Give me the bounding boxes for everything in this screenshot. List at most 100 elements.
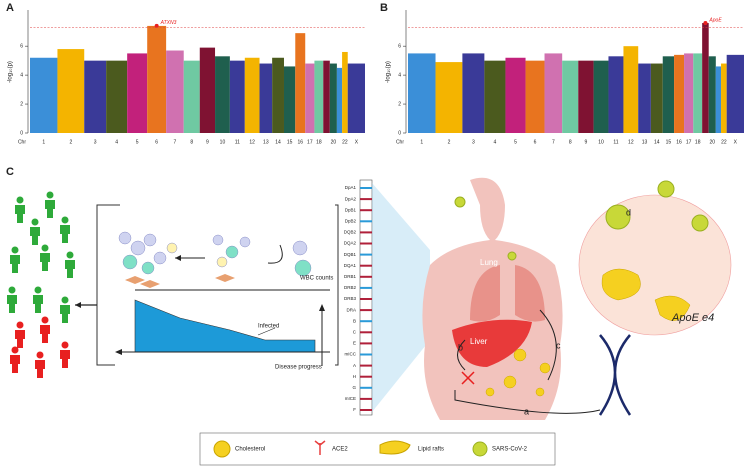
- chromosome-label: 1: [420, 139, 423, 145]
- chromosome-label: 2: [69, 139, 72, 145]
- hla-band: [360, 187, 372, 189]
- chromosome-peak: [259, 63, 273, 133]
- person-head: [8, 286, 16, 294]
- hla-label: A: [353, 363, 356, 368]
- chromosome-label: 3: [472, 139, 475, 145]
- block: [461, 371, 475, 385]
- hla-label: mICC: [345, 352, 357, 357]
- chromosome-peak: [147, 25, 167, 133]
- cells: [118, 231, 312, 277]
- chromosome-label: 7: [174, 139, 177, 145]
- person-head: [46, 191, 54, 199]
- person-head: [61, 216, 69, 224]
- zoom-circle: [578, 194, 732, 336]
- chromosome-peak: [608, 56, 624, 134]
- chromosome-peak: [305, 63, 315, 133]
- chromosome-peak: [505, 57, 526, 133]
- chromosome-label: 4: [115, 139, 118, 145]
- chromosome-label: 18: [695, 139, 701, 145]
- virus: [454, 180, 709, 261]
- hla-label: G: [352, 385, 356, 390]
- chromosome-label: 11: [235, 139, 240, 145]
- hla-band: [360, 253, 372, 256]
- chromosome-peak: [462, 53, 485, 133]
- chromosome-peak: [650, 63, 663, 133]
- person-body: [45, 200, 55, 218]
- hla-label: DQA2: [344, 241, 357, 246]
- hla-band: [360, 342, 372, 345]
- hla-label: F: [353, 407, 356, 412]
- chromosome-label: 10: [220, 139, 226, 145]
- panel-label: C: [6, 166, 14, 178]
- chromosome-label: 8: [569, 139, 572, 145]
- liver: [452, 319, 532, 367]
- chromosome-peak: [578, 60, 594, 133]
- y-tick-label: 4: [398, 72, 401, 78]
- tissue: [125, 274, 235, 288]
- legend-label: SARS-CoV-2: [492, 447, 528, 453]
- chromosome-peak: [323, 60, 330, 133]
- hla-label: DRB2: [344, 285, 357, 290]
- chromosome-peak: [329, 63, 337, 133]
- hit-label: ApoE: [708, 17, 722, 23]
- person-head: [41, 316, 49, 324]
- chromosome-label: 10: [598, 139, 604, 145]
- chromosome-peak: [215, 56, 230, 134]
- chromosome-label: 11: [613, 139, 618, 145]
- hla-label: C: [353, 329, 357, 334]
- hla-band: [360, 375, 372, 378]
- panel-label: A: [6, 2, 14, 14]
- person-body: [30, 227, 40, 245]
- person-body: [15, 330, 25, 348]
- chromosome-peak: [342, 51, 348, 133]
- hla-column: [359, 179, 373, 416]
- person-body: [60, 350, 70, 368]
- person-head: [34, 286, 42, 294]
- hla-band: [360, 275, 372, 278]
- arrowhead: [115, 349, 122, 355]
- legend-ace2: [314, 440, 326, 455]
- hla-band: [360, 264, 372, 267]
- step: d: [626, 207, 631, 217]
- arrowhead: [75, 302, 81, 308]
- person-body: [60, 225, 70, 243]
- legend-label: Cholesterol: [235, 447, 265, 453]
- chromosome-label: 1: [42, 139, 45, 145]
- arrowhead: [319, 304, 325, 311]
- chromosome-peak: [708, 56, 716, 134]
- person-head: [31, 218, 39, 226]
- hla-label: DQA1: [344, 263, 357, 268]
- hla-label: DRA: [346, 307, 356, 312]
- hla-label: H: [353, 374, 356, 379]
- chromosome-peak: [715, 66, 722, 133]
- person-head: [11, 346, 19, 354]
- dna: [598, 334, 632, 416]
- chromosome-label: 2: [448, 139, 451, 145]
- person-head: [16, 321, 24, 329]
- zoom-wedge: [372, 183, 430, 412]
- person-body: [60, 305, 70, 323]
- hla-band: [360, 198, 372, 201]
- panel-label: B: [380, 2, 388, 14]
- progress-label: Disease progress: [275, 365, 322, 371]
- chromosome-peak: [593, 60, 609, 133]
- hla-band: [360, 309, 372, 312]
- arrowhead: [175, 255, 181, 261]
- chromosome-peak: [199, 47, 216, 133]
- legend-lipid: [379, 440, 411, 455]
- chromosome-peak: [272, 57, 284, 133]
- hit-label: ATXN3: [160, 20, 177, 26]
- chromosome-peak: [127, 53, 148, 133]
- chromosome-peak: [662, 56, 675, 134]
- chromosome-label: 9: [206, 139, 209, 145]
- chromosome-label: 15: [666, 139, 672, 145]
- person-head: [41, 244, 49, 252]
- hla-label: mICE: [345, 396, 356, 401]
- chromosome-peak: [229, 60, 245, 133]
- chromosome-peak: [674, 54, 685, 133]
- hla-band: [360, 242, 372, 245]
- hla-band: [360, 286, 372, 289]
- chromosome-peak: [638, 63, 651, 133]
